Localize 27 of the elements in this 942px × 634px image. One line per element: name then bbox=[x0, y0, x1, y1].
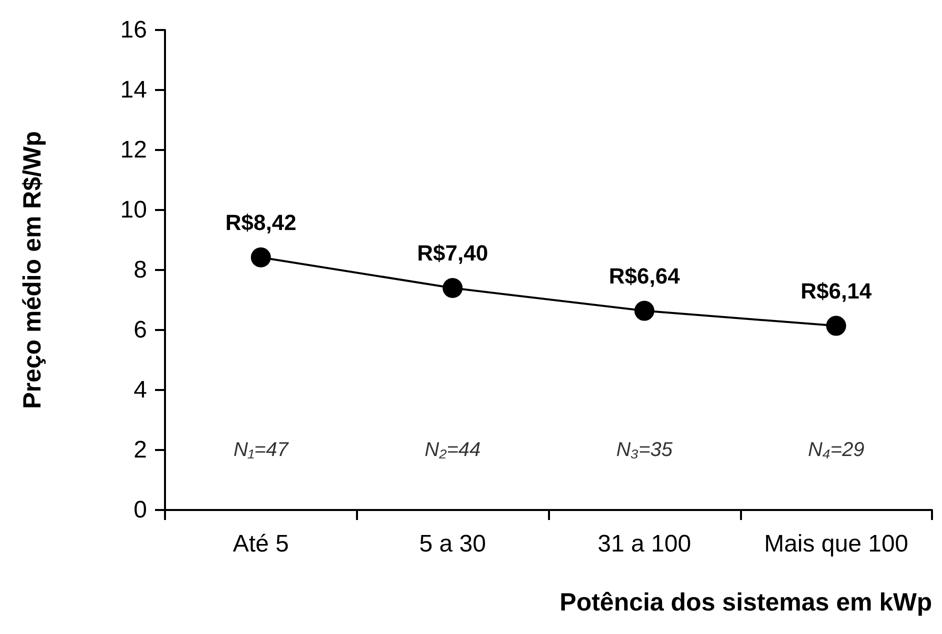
x-tick-label: 31 a 100 bbox=[598, 530, 692, 558]
y-tick-label: 12 bbox=[120, 136, 147, 164]
y-axis-title: Preço médio em R$/Wp bbox=[18, 131, 46, 409]
data-label: R$8,42 bbox=[225, 210, 296, 235]
y-tick-label: 6 bbox=[134, 316, 147, 344]
y-tick-label: 10 bbox=[120, 196, 147, 224]
annotation: N₄=29 bbox=[808, 439, 864, 461]
y-tick-label: 0 bbox=[134, 496, 147, 524]
point bbox=[250, 247, 271, 268]
x-tick-label: Mais que 100 bbox=[764, 530, 908, 558]
x-axis-title: Potência dos sistemas em kWp bbox=[560, 588, 932, 616]
data-label: R$6,64 bbox=[608, 263, 681, 288]
annotation: N₂=44 bbox=[424, 439, 481, 461]
y-tick-label: 14 bbox=[120, 76, 147, 104]
point bbox=[634, 300, 654, 321]
x-tick-label: Até 5 bbox=[232, 530, 289, 558]
y-tick-label: 8 bbox=[134, 256, 147, 284]
x-tick-label: 5 a 30 bbox=[419, 530, 486, 558]
y-tick-label: 2 bbox=[134, 436, 147, 464]
y-tick-label: 16 bbox=[120, 16, 147, 44]
point bbox=[442, 278, 463, 298]
y-tick-label: 4 bbox=[134, 376, 147, 404]
annotation: N₃=35 bbox=[616, 439, 674, 461]
annotation: N₁=47 bbox=[234, 439, 290, 461]
data-label: R$6,14 bbox=[800, 278, 872, 304]
data-label: R$7,40 bbox=[417, 240, 488, 266]
point bbox=[826, 316, 846, 336]
